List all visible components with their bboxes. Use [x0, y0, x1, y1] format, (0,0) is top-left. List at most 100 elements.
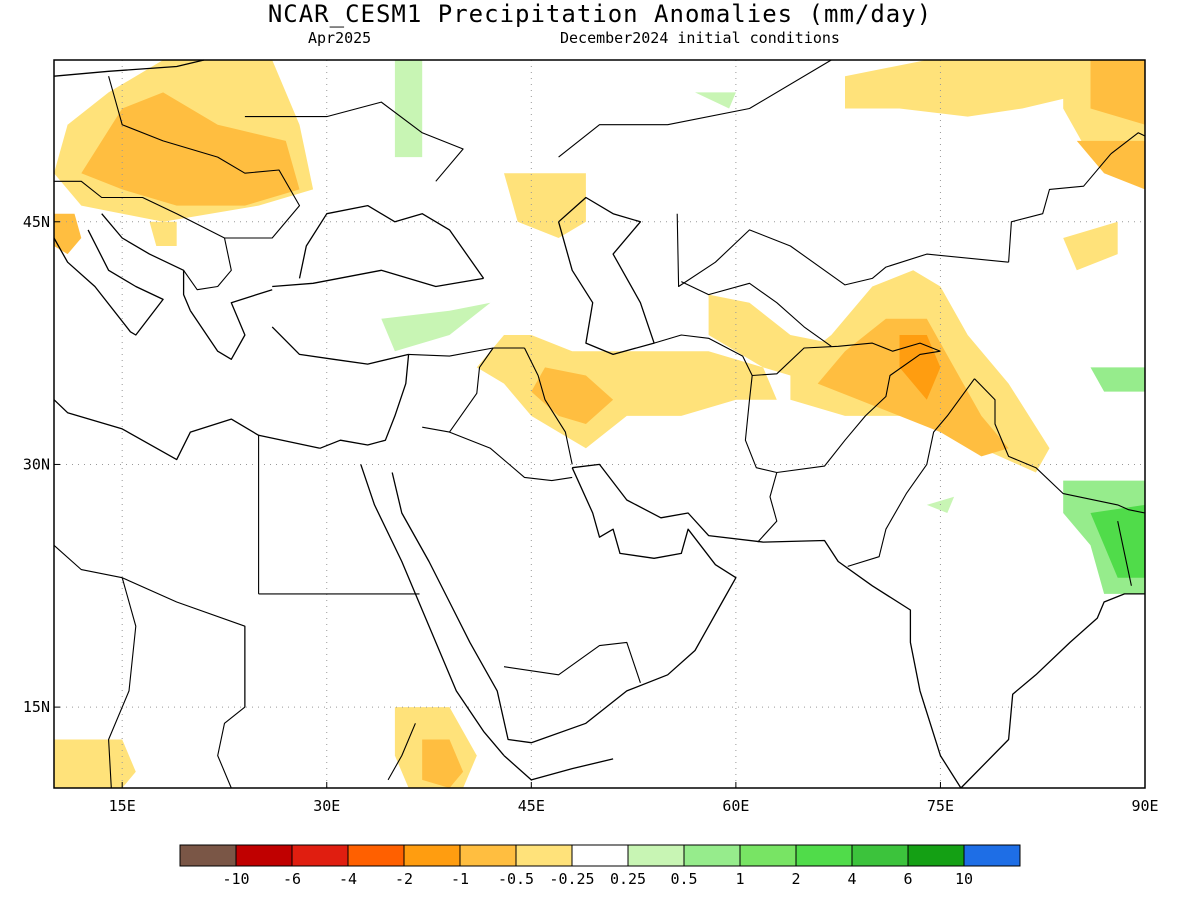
anomaly-region-himalaya-dry-core [817, 318, 1009, 457]
lon-tick-label: 60E [722, 797, 749, 815]
coastline-red-sea-east [391, 467, 737, 744]
colorbar-swatch [795, 844, 853, 867]
colorbar-swatch [739, 844, 797, 867]
coastline-india-east [960, 593, 1145, 789]
anomaly-region-caucasus-dry [504, 173, 586, 238]
anomaly-region-ethiopia-dry-core [422, 739, 464, 788]
anomaly-region-balkans-dry [149, 221, 177, 246]
colorbar-swatch [291, 844, 349, 867]
lon-tick-label: 90E [1131, 797, 1158, 815]
colorbar-swatch [403, 844, 461, 867]
border-saudi-yemen [503, 641, 641, 683]
anomaly-region-iraq-dry-core [531, 367, 614, 424]
grid-layer [54, 60, 1145, 788]
map-frame [53, 59, 1146, 789]
colorbar-swatch [627, 844, 685, 867]
border-pakistan-india [847, 378, 975, 567]
colorbar-label: 6 [903, 870, 912, 888]
coastline-turkey-north [272, 269, 484, 288]
border-iran-afghanistan [744, 375, 777, 474]
colorbar-label: 4 [847, 870, 856, 888]
anomaly-layer [54, 60, 1145, 788]
lon-tick-label: 45E [518, 797, 545, 815]
border-libya-chad [53, 544, 246, 708]
anomaly-region-italy-dry [54, 213, 82, 255]
coastline-adriatic-east [101, 213, 191, 312]
coastline-layer [53, 59, 1145, 789]
border-ukraine-east [244, 101, 464, 182]
colorbar-label: -4 [339, 870, 357, 888]
coastline-levant [319, 354, 410, 449]
colorbar-swatch [907, 844, 965, 867]
colorbar-label: 0.5 [670, 870, 697, 888]
colorbar-swatch [571, 844, 629, 867]
axis-layer: 15E 30E 45E 60E 75E 90E 45N 30N 15N [23, 213, 1159, 815]
coastline-libya-coast [53, 399, 321, 461]
coastline-greece [189, 289, 273, 360]
border-sudan-ethiopia [387, 723, 416, 781]
map-title: NCAR_CESM1 Precipitation Anomalies (mm/d… [267, 0, 933, 28]
colorbar-label: 10 [955, 870, 973, 888]
colorbar-label: 1 [735, 870, 744, 888]
border-iraq-iran [524, 347, 573, 465]
coastline-caspian [557, 196, 655, 356]
anomaly-region-anatolia-wet [381, 302, 491, 352]
coastline-europe-north-coast [53, 59, 205, 77]
colorbar-label: 0.25 [610, 870, 646, 888]
coastline-italy [53, 229, 164, 336]
border-niger-chad [108, 577, 137, 789]
anomaly-region-bangladesh-wet-core [1090, 504, 1145, 578]
anomaly-region-kazakh-wet [695, 92, 736, 109]
border-kazakh-russia [558, 59, 832, 158]
colorbar-label: -6 [283, 870, 301, 888]
anomaly-region-mongolia-dry [1076, 140, 1145, 190]
border-balkans [183, 237, 232, 291]
colorbar-swatch [683, 844, 741, 867]
border-uzbek-turkmen [681, 281, 832, 347]
coastline-turkey-south [271, 326, 409, 365]
border-mongolia [1110, 132, 1146, 155]
valid-month: Apr2025 [308, 29, 372, 47]
colorbar-label: -10 [222, 870, 249, 888]
colorbar-swatch [515, 844, 573, 867]
colorbar: -10 -6 -4 -2 -1 -0.5 -0.25 0.25 0.5 1 2 4 6 10 [179, 844, 1021, 888]
border-india-nepal-china [974, 378, 1146, 514]
colorbar-swatch [459, 844, 517, 867]
anomaly-region-north-asia-dry [845, 60, 1091, 117]
border-iran-pakistan [757, 472, 778, 543]
coastline-somalia [503, 755, 614, 781]
border-syria-iraq [422, 347, 494, 433]
border-afghanistan-north [752, 342, 941, 377]
border-china-kazakh [1008, 153, 1112, 263]
colorbar-swatch [179, 844, 237, 867]
colorbar-label: -2 [395, 870, 413, 888]
colorbar-label: -0.5 [498, 870, 534, 888]
border-kazakh-uzbek [676, 213, 1009, 288]
colorbar-label: -0.25 [549, 870, 594, 888]
colorbar-label: -1 [451, 870, 469, 888]
colorbar-label: 2 [791, 870, 800, 888]
anomaly-region-russia-wet [394, 60, 423, 158]
anomaly-region-sahel-dry [54, 739, 136, 788]
border-india-bangladesh [1117, 520, 1132, 586]
lat-tick-label: 45N [23, 213, 50, 231]
border-chad-sudan [217, 626, 246, 789]
lon-tick-label: 15E [109, 797, 136, 815]
border-europe-internal [54, 76, 301, 239]
lon-tick-label: 30E [313, 797, 340, 815]
border-turkey-syria [408, 347, 525, 357]
anomaly-region-tarim-dry [1063, 221, 1118, 271]
border-iran-turkmenistan [653, 334, 753, 376]
colorbar-swatch [963, 844, 1021, 867]
lat-tick-label: 15N [23, 698, 50, 716]
anomaly-region-northeast-dry-core [1090, 60, 1145, 125]
lon-tick-label: 75E [927, 797, 954, 815]
coastline-black-sea [298, 204, 485, 279]
coastline-red-sea-west [360, 464, 505, 757]
lat-tick-label: 30N [23, 455, 50, 473]
coastline-persian-gulf-north [572, 463, 962, 789]
initial-conditions: December2024 initial conditions [560, 29, 840, 47]
colorbar-swatch [851, 844, 909, 867]
anomaly-region-burma-wet [1090, 367, 1145, 392]
